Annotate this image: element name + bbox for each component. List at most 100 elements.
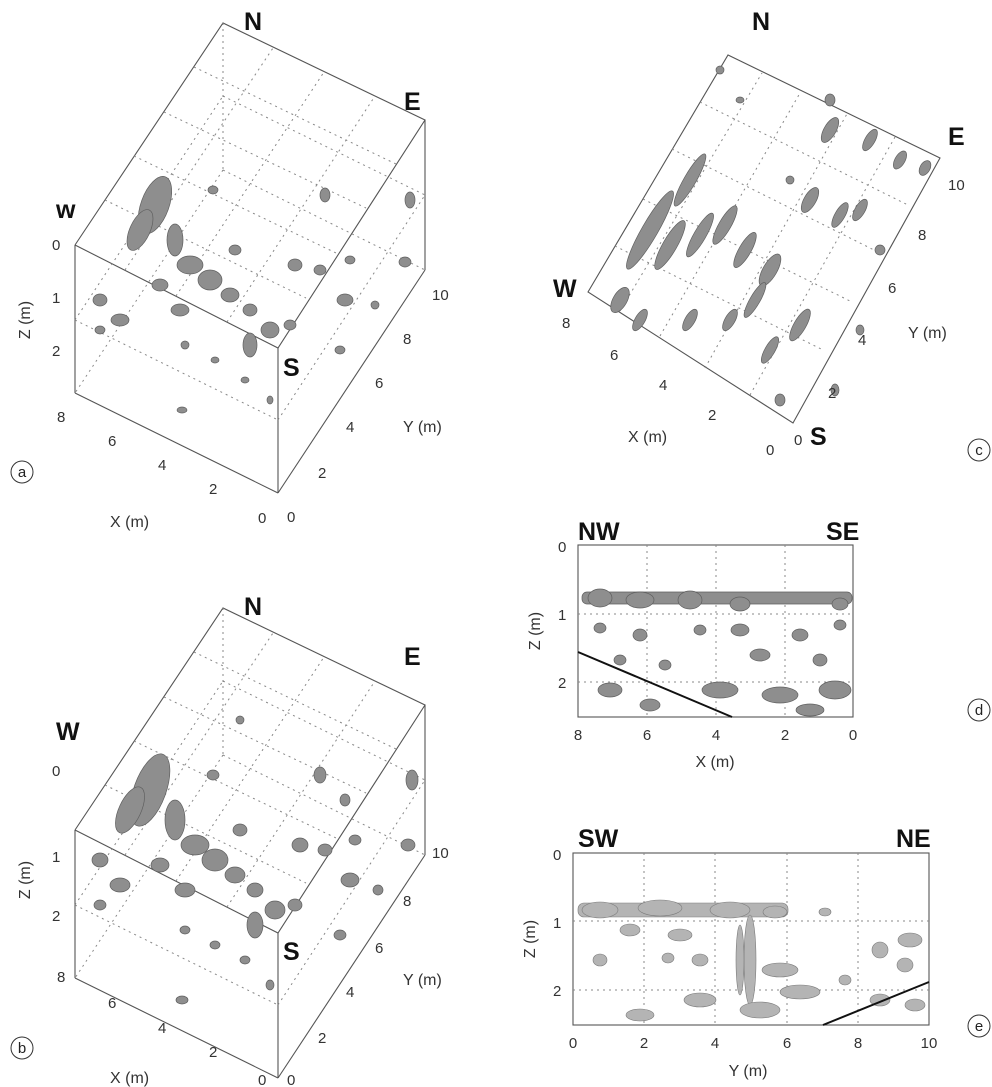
- panel-b-west-label: W: [56, 718, 80, 746]
- panel-e-y-tick: 10: [921, 1035, 938, 1052]
- panel-b: N E W S 0 1 2 Z (m) 8 6 4 2 0 X (m) 0 2 …: [10, 593, 449, 1087]
- panel-d-label: d: [975, 702, 983, 719]
- panel-c-y-tick: 0: [794, 432, 802, 449]
- panel-e-y-tick: 8: [854, 1035, 862, 1052]
- panel-c-label: c: [975, 442, 983, 459]
- panel-c-y-tick: 2: [828, 385, 836, 402]
- panel-b-y-tick: 10: [432, 845, 449, 862]
- panel-d-x-tick: 6: [643, 727, 651, 744]
- panel-e-grid: [573, 853, 929, 1025]
- panel-c-x-axis-label: X (m): [628, 429, 667, 446]
- panel-e-z-tick: 1: [553, 915, 561, 932]
- panel-e-y-tick: 6: [783, 1035, 791, 1052]
- panel-a-east-label: E: [404, 88, 421, 116]
- panel-c-y-axis-label: Y (m): [908, 325, 947, 342]
- panel-b-isosurfaces: [91, 715, 419, 1005]
- panel-d-z-tick: 1: [558, 607, 566, 624]
- panel-d-x-tick: 2: [781, 727, 789, 744]
- panel-a-x-tick: 8: [57, 409, 65, 426]
- panel-e-label-circle: [967, 1014, 991, 1038]
- panel-b-x-axis-label: X (m): [110, 1070, 149, 1087]
- panel-a-label-circle: [10, 460, 34, 484]
- panel-a-label: a: [18, 464, 27, 481]
- panel-d-x-tick: 4: [712, 727, 720, 744]
- panel-a: N E w S 0 1 2 Z (m) 8 6 4 2 0 X (m) 0 2 …: [10, 8, 449, 531]
- panel-e-isosurfaces: [577, 899, 926, 1022]
- panel-b-x-tick: 0: [258, 1072, 266, 1087]
- panel-d-right-direction: SE: [826, 518, 859, 546]
- panel-e-z-tick: 2: [553, 983, 561, 1000]
- panel-d-trend-line: [577, 651, 733, 718]
- panel-e-y-axis-label: Y (m): [729, 1063, 768, 1080]
- panel-c-label-circle: [967, 438, 991, 462]
- panel-b-x-tick: 6: [108, 995, 116, 1012]
- panel-e-z-axis-label: Z (m): [522, 920, 539, 958]
- panel-d-z-tick: 0: [558, 539, 566, 556]
- panel-a-y-tick: 4: [346, 419, 354, 436]
- panel-c-y-tick: 6: [888, 280, 896, 297]
- panel-c-west-label: W: [553, 275, 577, 303]
- panel-b-y-axis-label: Y (m): [403, 972, 442, 989]
- panel-b-z-tick: 1: [52, 849, 60, 866]
- panel-c-south-label: S: [810, 423, 827, 451]
- panel-d-label-circle: [967, 698, 991, 722]
- panel-e-label: e: [975, 1018, 983, 1035]
- panel-d-grid: [578, 545, 853, 717]
- panel-d-x-axis-label: X (m): [695, 754, 734, 771]
- panel-a-z-tick: 0: [52, 237, 60, 254]
- panel-e-y-tick: 2: [640, 1035, 648, 1052]
- panel-c-y-tick: 10: [948, 177, 965, 194]
- panel-b-east-label: E: [404, 643, 421, 671]
- panel-d-z-tick: 2: [558, 675, 566, 692]
- panel-b-z-tick: 2: [52, 908, 60, 925]
- panel-d: NW SE 0 1 2 Z (m) 8 6 4 2 0 X (m) d: [527, 518, 991, 771]
- panel-b-z-axis-label: Z (m): [17, 861, 34, 899]
- panel-c-y-tick: 4: [858, 332, 866, 349]
- panel-a-y-tick: 2: [318, 465, 326, 482]
- panel-a-box: [74, 22, 426, 494]
- panel-d-z-axis-label: Z (m): [527, 612, 544, 650]
- panel-c-x-tick: 4: [659, 377, 667, 394]
- panel-b-y-tick: 8: [403, 893, 411, 910]
- panel-a-z-tick: 2: [52, 343, 60, 360]
- panel-a-y-tick: 0: [287, 509, 295, 526]
- panel-a-z-axis-label: Z (m): [17, 301, 34, 339]
- panel-a-x-tick: 2: [209, 481, 217, 498]
- panel-c-x-tick: 2: [708, 407, 716, 424]
- panel-c-isosurfaces: [610, 65, 932, 407]
- panel-c: N E W S 8 6 4 2 0 X (m) 0 2 4 6 8 10 Y (…: [553, 8, 991, 462]
- panel-d-left-direction: NW: [578, 518, 620, 546]
- panel-b-south-label: S: [283, 938, 300, 966]
- panel-d-x-tick: 0: [849, 727, 857, 744]
- panel-b-z-tick: 0: [52, 763, 60, 780]
- panel-c-east-label: E: [948, 123, 965, 151]
- panel-e-y-tick: 4: [711, 1035, 719, 1052]
- panel-e-left-direction: SW: [578, 825, 619, 853]
- panel-a-y-axis-label: Y (m): [403, 419, 442, 436]
- panel-a-y-tick: 8: [403, 331, 411, 348]
- panel-a-west-label: w: [55, 196, 76, 224]
- panel-e-trend-line: [822, 981, 930, 1026]
- panel-a-isosurfaces: [92, 176, 416, 414]
- panel-b-box: [74, 607, 426, 1079]
- panel-d-x-tick: 8: [574, 727, 582, 744]
- panel-b-x-tick: 2: [209, 1044, 217, 1061]
- panel-b-y-tick: 2: [318, 1030, 326, 1047]
- panel-e-plot-frame: [572, 852, 930, 1026]
- panel-a-z-tick: 1: [52, 290, 60, 307]
- panel-c-north-label: N: [752, 8, 770, 36]
- panel-a-x-axis-label: X (m): [110, 514, 149, 531]
- panel-b-y-tick: 0: [287, 1072, 295, 1087]
- panel-c-x-tick: 0: [766, 442, 774, 459]
- panel-b-north-label: N: [244, 593, 262, 621]
- panel-a-x-tick: 6: [108, 433, 116, 450]
- panel-c-y-tick: 8: [918, 227, 926, 244]
- panel-a-y-tick: 6: [375, 375, 383, 392]
- panel-a-north-label: N: [244, 8, 262, 36]
- panel-b-y-tick: 6: [375, 940, 383, 957]
- panel-d-isosurfaces: [581, 588, 853, 717]
- panel-e-right-direction: NE: [896, 825, 931, 853]
- panel-e: SW NE 0 1 2 Z (m) 0 2 4 6 8 10 Y (m) e: [522, 825, 991, 1080]
- panel-a-x-tick: 0: [258, 510, 266, 527]
